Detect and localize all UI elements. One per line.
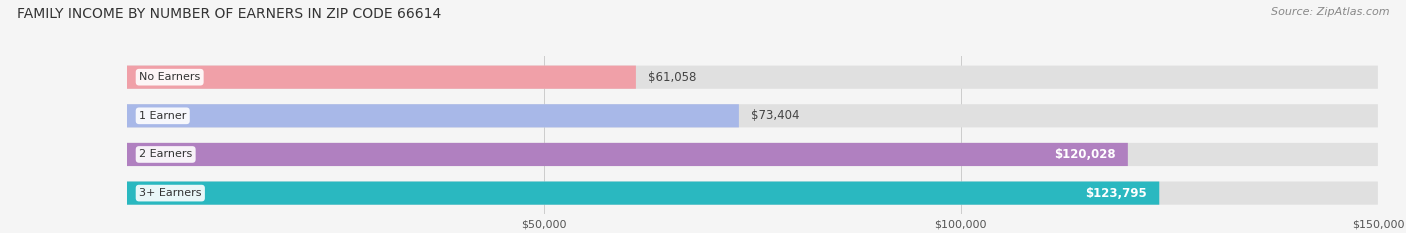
FancyBboxPatch shape (127, 143, 1378, 166)
FancyBboxPatch shape (127, 104, 1378, 127)
Text: No Earners: No Earners (139, 72, 200, 82)
FancyBboxPatch shape (127, 104, 740, 127)
Text: 3+ Earners: 3+ Earners (139, 188, 201, 198)
FancyBboxPatch shape (127, 182, 1378, 205)
Text: Source: ZipAtlas.com: Source: ZipAtlas.com (1271, 7, 1389, 17)
Text: 2 Earners: 2 Earners (139, 149, 193, 159)
Text: $120,028: $120,028 (1053, 148, 1115, 161)
FancyBboxPatch shape (127, 65, 1378, 89)
Text: $61,058: $61,058 (648, 71, 697, 84)
FancyBboxPatch shape (127, 65, 636, 89)
Text: 1 Earner: 1 Earner (139, 111, 187, 121)
FancyBboxPatch shape (127, 182, 1160, 205)
Text: $123,795: $123,795 (1085, 187, 1147, 200)
Text: $73,404: $73,404 (751, 109, 800, 122)
Text: FAMILY INCOME BY NUMBER OF EARNERS IN ZIP CODE 66614: FAMILY INCOME BY NUMBER OF EARNERS IN ZI… (17, 7, 441, 21)
FancyBboxPatch shape (127, 143, 1128, 166)
